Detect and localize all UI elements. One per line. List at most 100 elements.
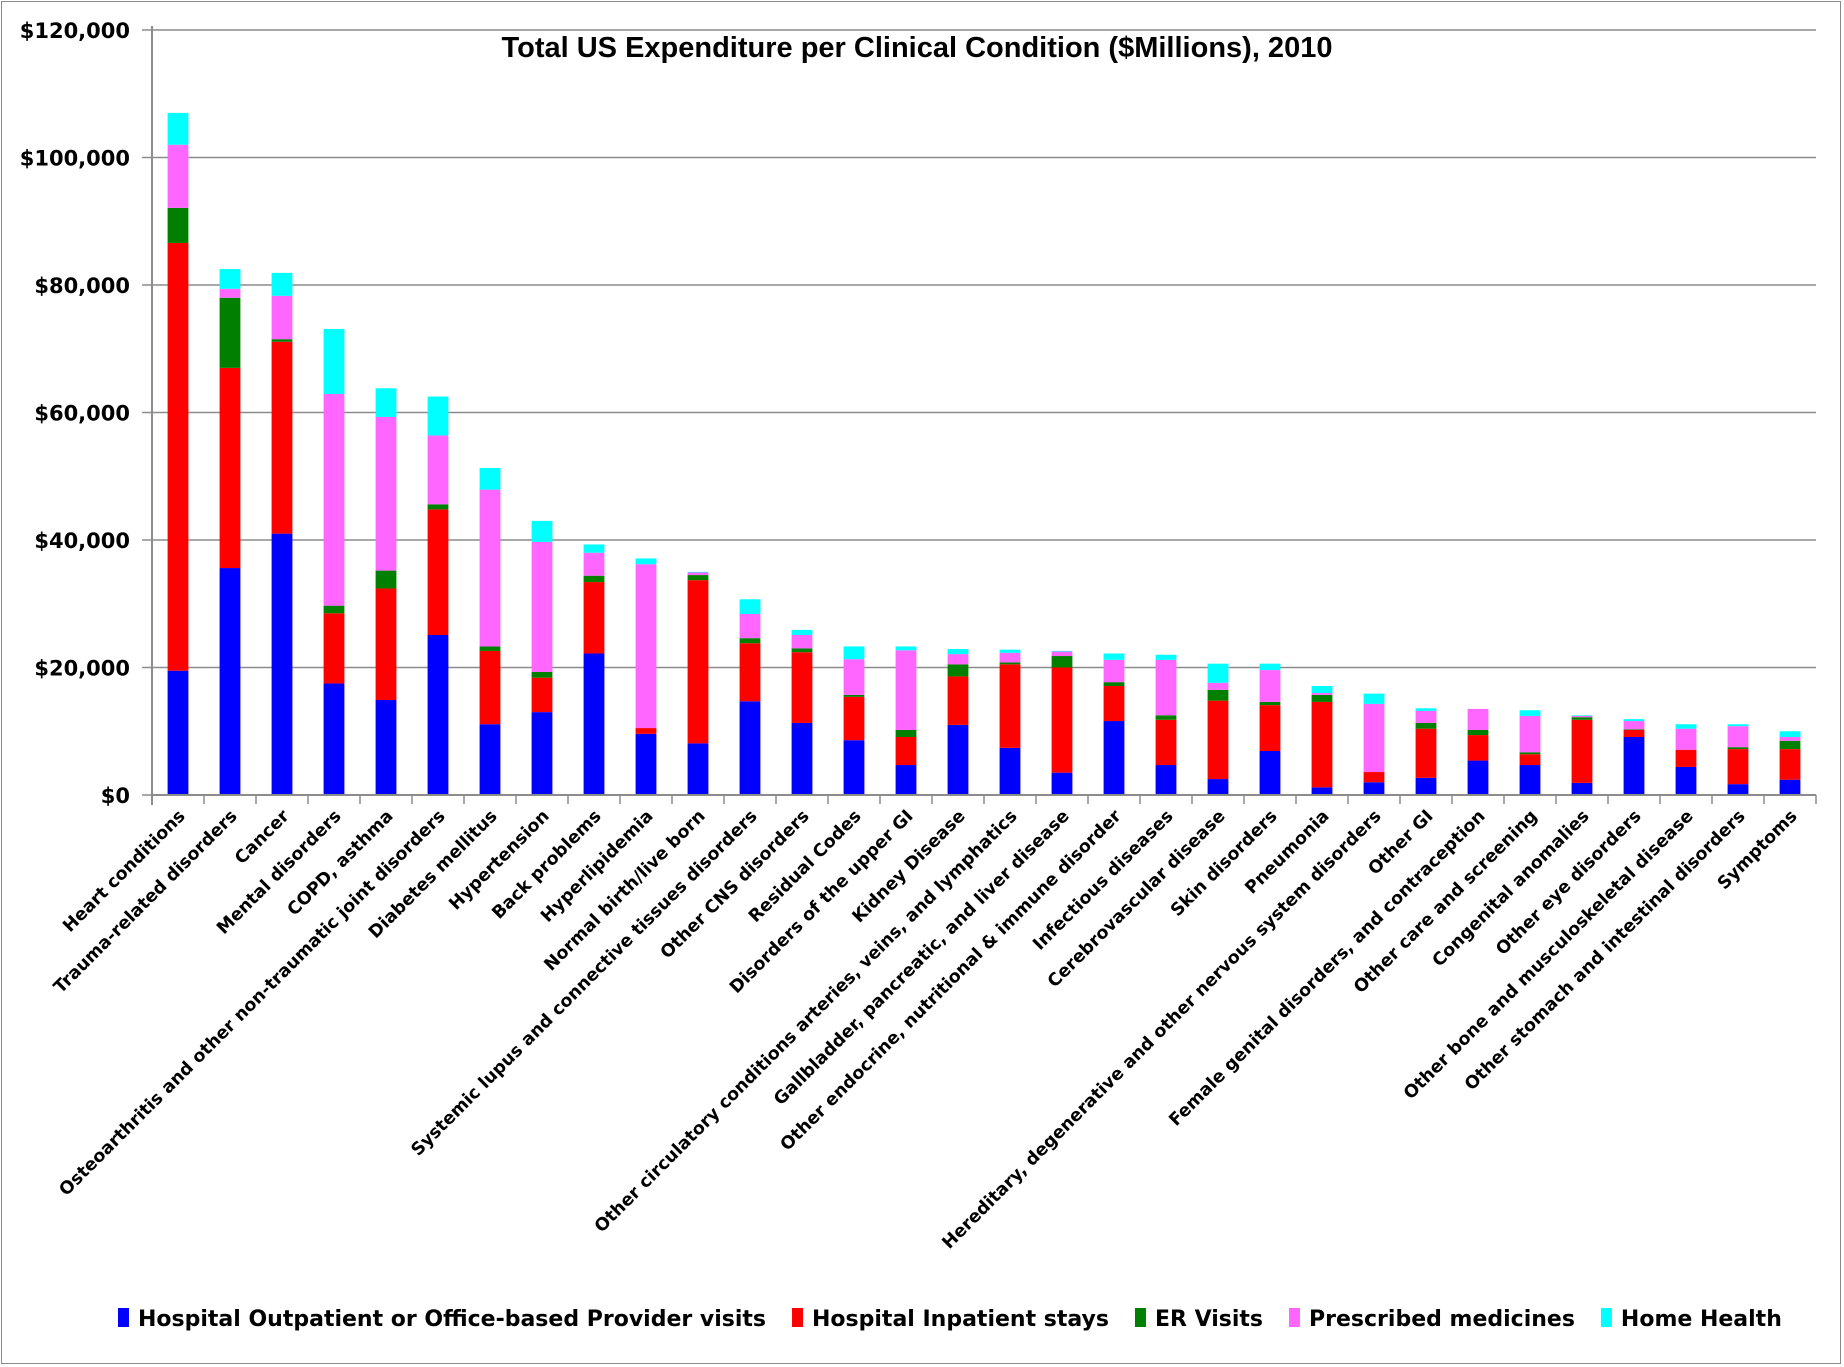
bar-segment (1727, 724, 1749, 727)
bar-segment (1207, 689, 1229, 701)
legend-label: Hospital Inpatient stays (812, 1307, 1109, 1332)
bars (167, 112, 1801, 795)
bar-segment (167, 112, 189, 145)
bar-segment (1623, 736, 1645, 795)
bar-segment (687, 571, 709, 573)
bar-segment (1415, 777, 1437, 795)
bar-segment (323, 328, 345, 395)
bar-segment (1155, 715, 1177, 720)
bar-segment (687, 572, 709, 576)
bar-segment (219, 367, 241, 569)
bar-segment (999, 649, 1021, 653)
bar-segment (1363, 782, 1385, 795)
y-tick-label: $100,000 (20, 147, 130, 171)
bar-segment (947, 664, 969, 677)
bar-segment (635, 564, 657, 729)
bar-segment (1415, 708, 1437, 711)
x-tick-label: Other endocrine, nutritional & immune di… (777, 806, 1126, 1155)
y-tick-label: $0 (101, 784, 130, 808)
bar-segment (843, 694, 865, 697)
bar-segment (1259, 670, 1281, 702)
bar-segment (323, 613, 345, 684)
bar-stack (167, 112, 189, 795)
bar-segment (687, 575, 709, 581)
bar-segment (1155, 659, 1177, 716)
bar-segment (1727, 747, 1749, 750)
bar-segment (999, 662, 1021, 665)
bar-segment (1103, 659, 1125, 683)
bar-stack (1311, 685, 1333, 795)
bar-stack (583, 544, 605, 795)
bar-stack (531, 520, 553, 795)
bar-segment (531, 712, 553, 795)
bar-segment (1363, 703, 1385, 773)
bar-segment (1311, 685, 1333, 693)
bar-segment (479, 467, 501, 490)
legend-label: Prescribed medicines (1309, 1307, 1575, 1332)
bar-stack (843, 646, 865, 795)
bar-segment (791, 648, 813, 653)
bar-segment (1623, 719, 1645, 722)
bar-segment (1051, 650, 1073, 652)
bar-segment (1467, 760, 1489, 795)
bar-segment (219, 288, 241, 298)
bar-segment (1051, 656, 1073, 668)
bar-segment (1571, 715, 1593, 718)
bar-segment (479, 724, 501, 795)
bar-segment (1779, 736, 1801, 741)
bar-stack (1207, 663, 1229, 795)
bar-segment (1675, 728, 1697, 750)
bar-segment (1155, 719, 1177, 766)
bar-segment (1051, 651, 1073, 657)
bar-stack (323, 328, 345, 795)
bar-stack (427, 396, 449, 795)
bar-segment (739, 643, 761, 702)
bar-segment (167, 242, 189, 671)
bar-segment (219, 297, 241, 368)
bar-segment (375, 588, 397, 701)
bar-stack (1415, 708, 1437, 795)
bar-segment (1519, 754, 1541, 766)
bar-stack (479, 467, 501, 795)
bar-segment (1311, 787, 1333, 795)
gridlines (152, 29, 1816, 669)
bar-segment (1415, 722, 1437, 729)
bar-stack (271, 272, 293, 795)
bar-segment (843, 659, 865, 695)
bar-segment (479, 646, 501, 651)
bar-segment (583, 582, 605, 654)
bar-segment (1051, 772, 1073, 795)
bar-stack (1467, 708, 1489, 795)
bar-segment (1311, 694, 1333, 702)
legend-item: ER Visits (1134, 1307, 1263, 1332)
bar-segment (687, 743, 709, 795)
bar-segment (843, 696, 865, 741)
bar-segment (479, 650, 501, 725)
legend-swatch (118, 1308, 129, 1327)
bar-segment (791, 629, 813, 635)
bar-segment (427, 435, 449, 505)
bar-segment (895, 765, 917, 795)
bar-segment (635, 728, 657, 734)
bar-stack (1727, 724, 1749, 795)
bar-segment (1779, 779, 1801, 795)
bar-segment (843, 646, 865, 660)
legend: Hospital Outpatient or Office-based Prov… (118, 1307, 1782, 1332)
legend-swatch (1134, 1308, 1146, 1327)
y-tick-label: $60,000 (34, 402, 130, 426)
bar-segment (531, 541, 553, 672)
bar-segment (1259, 705, 1281, 752)
bar-segment (791, 652, 813, 723)
bar-stack (895, 646, 917, 795)
bar-segment (635, 733, 657, 795)
bar-segment (1675, 766, 1697, 795)
bar-segment (739, 638, 761, 644)
bar-segment (271, 295, 293, 340)
bar-segment (531, 671, 553, 678)
bar-segment (427, 396, 449, 436)
bar-segment (1623, 729, 1645, 737)
bar-segment (687, 580, 709, 744)
bar-stack (739, 599, 761, 795)
